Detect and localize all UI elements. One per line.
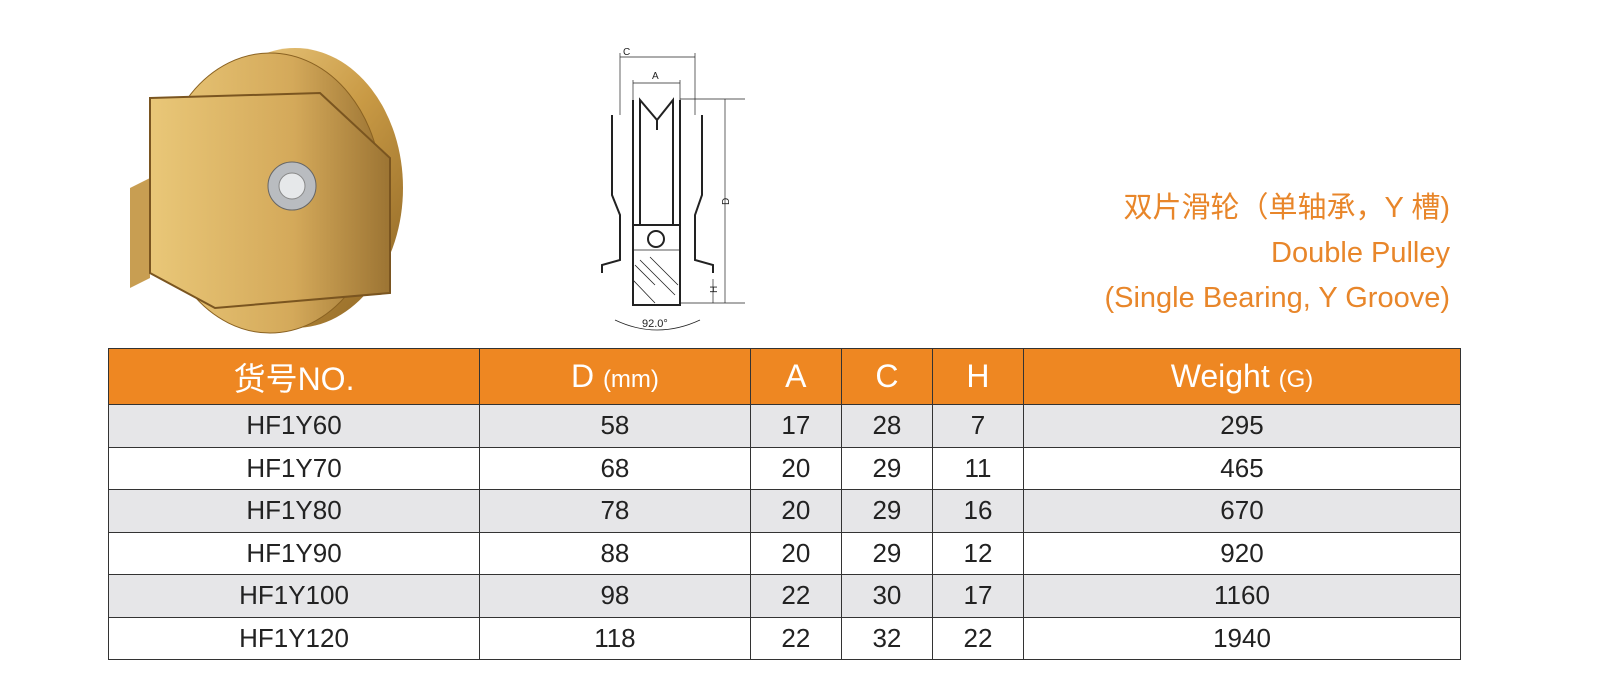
header-c: C (840, 348, 933, 405)
table-row: HF1Y60 58 17 28 7 295 (107, 404, 1461, 448)
cell-d: 98 (479, 574, 751, 618)
title-chinese: 双片滑轮（单轴承，Y 槽) (1123, 192, 1450, 224)
cell-no: HF1Y120 (107, 616, 481, 660)
cell-h: 11 (931, 446, 1025, 490)
cell-d: 68 (479, 446, 751, 490)
table-header-row: 货号NO. D (mm) A C H Weight (G) (107, 348, 1461, 405)
cell-h: 7 (931, 404, 1025, 448)
title-english: Double Pulley (1271, 237, 1450, 269)
cell-a: 20 (749, 446, 842, 490)
title-english-sub: (Single Bearing, Y Groove) (1104, 282, 1450, 314)
cell-no: HF1Y80 (107, 489, 481, 533)
cell-h: 16 (931, 489, 1025, 533)
cell-d: 118 (479, 616, 751, 660)
table-row: HF1Y100 98 22 30 17 1160 (107, 574, 1461, 618)
cell-no: HF1Y100 (107, 574, 481, 618)
cell-a: 22 (749, 616, 842, 660)
table-row: HF1Y120 118 22 32 22 1940 (107, 616, 1461, 660)
cell-weight: 1160 (1023, 574, 1461, 618)
header-a: A (749, 348, 842, 405)
cell-weight: 295 (1023, 404, 1461, 448)
label-a: A (652, 71, 659, 82)
header-no: 货号NO. (107, 348, 481, 405)
spec-table: 货号NO. D (mm) A C H Weight (G) HF1Y60 58 17… (107, 348, 1461, 660)
cell-no: HF1Y60 (107, 404, 481, 448)
cell-weight: 465 (1023, 446, 1461, 490)
cell-c: 30 (840, 574, 933, 618)
table-row: HF1Y70 68 20 29 11 465 (107, 446, 1461, 490)
cell-no: HF1Y70 (107, 446, 481, 490)
cell-c: 29 (840, 531, 933, 575)
cell-no: HF1Y90 (107, 531, 481, 575)
cell-a: 20 (749, 489, 842, 533)
cell-a: 22 (749, 574, 842, 618)
cell-c: 29 (840, 489, 933, 533)
cell-weight: 670 (1023, 489, 1461, 533)
product-title: 双片滑轮（单轴承，Y 槽) Double Pulley (Single Bear… (1104, 186, 1450, 321)
cell-weight: 1940 (1023, 616, 1461, 660)
cell-d: 58 (479, 404, 751, 448)
cell-a: 20 (749, 531, 842, 575)
cell-c: 28 (840, 404, 933, 448)
label-c: C (623, 47, 630, 58)
header-weight: Weight (G) (1023, 348, 1461, 405)
cell-c: 32 (840, 616, 933, 660)
table-row: HF1Y90 88 20 29 12 920 (107, 531, 1461, 575)
header-h: H (931, 348, 1025, 405)
cell-d: 78 (479, 489, 751, 533)
label-d: D (721, 198, 732, 205)
cell-d: 88 (479, 531, 751, 575)
angle-label: 92.0° (642, 318, 668, 330)
cell-c: 29 (840, 446, 933, 490)
table-row: HF1Y80 78 20 29 16 670 (107, 489, 1461, 533)
cell-a: 17 (749, 404, 842, 448)
cell-weight: 920 (1023, 531, 1461, 575)
cell-h: 17 (931, 574, 1025, 618)
label-h: H (709, 286, 720, 293)
header-d: D (mm) (479, 348, 751, 405)
pulley-product-photo (130, 48, 403, 334)
pulley-dimension-diagram: C A D H 92.0° (601, 47, 745, 331)
cell-h: 12 (931, 531, 1025, 575)
cell-h: 22 (931, 616, 1025, 660)
